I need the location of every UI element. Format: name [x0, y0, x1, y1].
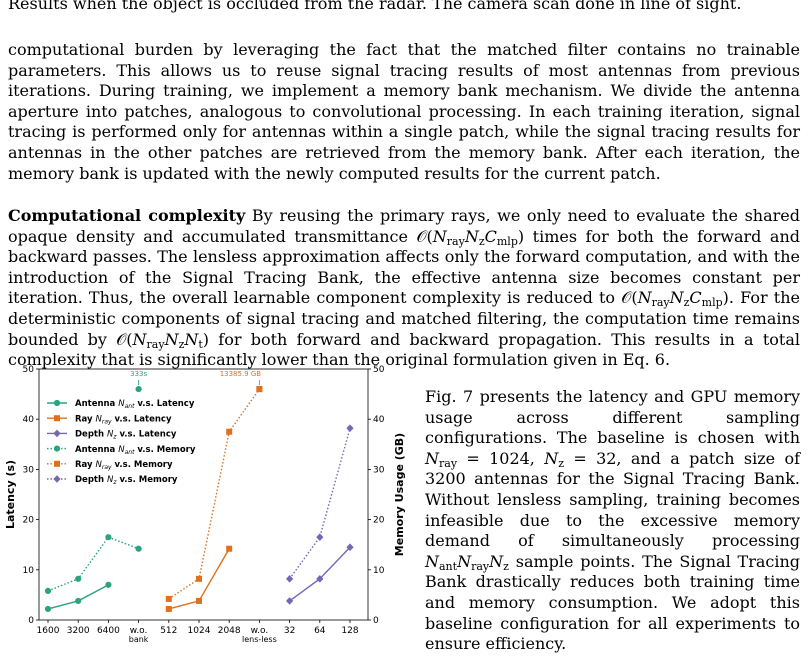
- formula-1: 𝒪(NrayNzCmlp): [416, 226, 525, 248]
- y2-tick-label: 30: [373, 465, 385, 475]
- x-tick-sublabel: bank: [129, 635, 149, 644]
- x-tick-label: 6400: [97, 626, 120, 636]
- annotation-marker: [135, 385, 142, 393]
- y2-tick-label: 20: [373, 516, 385, 526]
- x-tick-label: 64: [314, 626, 326, 636]
- legend-label: Depth Nz v.s. Memory: [75, 475, 178, 486]
- data-point: [346, 543, 354, 552]
- y-tick-label: 40: [23, 415, 35, 425]
- legend-label: Depth Nz v.s. Latency: [75, 430, 177, 441]
- complexity-text-1: By reusing the primary rays, we only nee…: [8, 206, 801, 246]
- y-axis-label-right: Memory Usage (GB): [393, 433, 406, 556]
- series-line: [289, 546, 351, 602]
- legend-marker: [54, 415, 60, 422]
- annotation-marker: [256, 386, 263, 393]
- data-point: [165, 595, 172, 602]
- x-tick-label: 2048: [218, 626, 241, 636]
- data-point: [105, 534, 112, 541]
- legend-label: Ray Nray v.s. Memory: [75, 460, 173, 471]
- series-memory-square: [165, 386, 263, 602]
- series-line: [47, 584, 109, 610]
- data-point: [316, 575, 324, 583]
- legend-label: Antenna Nant v.s. Latency: [75, 399, 195, 410]
- series-latency-diamond: [286, 543, 354, 605]
- paragraph-text: computational burden by leveraging the f…: [8, 40, 800, 183]
- data-point: [316, 533, 324, 541]
- y2-tick-label: 0: [373, 616, 379, 626]
- plot-frame: [38, 368, 369, 621]
- complexity-text-4: for both forward and backward propagatio…: [8, 329, 800, 370]
- data-point: [226, 428, 233, 435]
- series-memory-diamond: [286, 424, 354, 583]
- annotation-label: 13385.9 GB: [220, 370, 262, 378]
- series-memory-circle: [44, 534, 142, 594]
- series-line: [289, 428, 351, 580]
- data-point: [286, 575, 294, 583]
- legend-marker: [53, 475, 61, 483]
- formula-2: 𝒪(NrayNzCmlp): [621, 288, 729, 310]
- series-latency-square: [165, 545, 233, 612]
- x-tick-label: 128: [341, 626, 358, 636]
- legend-label: Ray Nray v.s. Latency: [75, 414, 172, 425]
- paragraph-memory-bank: computational burden by leveraging the f…: [8, 40, 800, 184]
- series-line: [168, 388, 260, 600]
- legend-marker: [54, 460, 60, 467]
- y-tick-label: 50: [23, 365, 35, 375]
- x-tick-label: w.o.: [130, 626, 148, 636]
- data-point: [196, 575, 202, 582]
- fig7-text-1: Fig. 7 presents the latency and GPU memo…: [425, 387, 800, 448]
- legend-label: Antenna Nant v.s. Memory: [75, 445, 196, 456]
- data-point: [75, 597, 82, 605]
- data-point: [165, 605, 172, 612]
- x-tick-label: 3200: [67, 626, 90, 636]
- x-tick-sublabel: lens-less: [242, 635, 277, 644]
- fig7-text-2: , and a patch size of 3200 antennas for …: [425, 448, 800, 551]
- data-point: [135, 545, 142, 552]
- x-tick-label: w.o.: [251, 626, 269, 636]
- data-point: [105, 581, 112, 588]
- caption-text: Results when the object is occluded from…: [8, 0, 742, 13]
- y-tick-label: 20: [23, 516, 35, 526]
- data-point: [44, 605, 52, 613]
- y2-tick-label: 40: [373, 415, 385, 425]
- x-tick-label: 1600: [37, 626, 60, 636]
- data-point: [196, 597, 202, 604]
- y-tick-label: 10: [23, 566, 35, 576]
- series-latency-circle: [44, 581, 112, 613]
- paragraph-complexity: Computational complexity By reusing the …: [8, 206, 800, 371]
- x-tick-label: 32: [284, 626, 295, 636]
- formula-nray: Nray = 1024,: [425, 448, 535, 470]
- data-point: [44, 587, 52, 594]
- x-tick-label: 512: [160, 626, 177, 636]
- formula-product: NantNrayNz: [425, 551, 509, 573]
- y2-tick-label: 10: [373, 566, 385, 576]
- data-point: [346, 424, 354, 433]
- paragraph-fig7: Fig. 7 presents the latency and GPU memo…: [425, 387, 800, 655]
- data-point: [286, 597, 294, 605]
- data-point: [75, 575, 82, 582]
- complexity-text-3: . For the deterministic components of si…: [8, 288, 801, 349]
- formula-3: 𝒪(NrayNzNt): [116, 329, 210, 351]
- legend: Antenna Nant v.s. Latency Ray Nray v.s. L…: [47, 399, 196, 486]
- data-point: [226, 545, 233, 552]
- complexity-text-2: times for both the forward and backward …: [8, 226, 801, 308]
- legend-marker: [53, 429, 61, 438]
- x-tick-label: 1024: [188, 626, 211, 636]
- legend-marker: [53, 399, 61, 407]
- figure-caption-tail: Results when the object is occluded from…: [8, 0, 800, 15]
- y-axis-label-left: Latency (s): [4, 460, 17, 529]
- series-line: [47, 536, 139, 592]
- fig7-text-3: sample points. The Signal Tracing Bank d…: [425, 551, 800, 654]
- y2-tick-label: 50: [373, 365, 385, 375]
- y-tick-label: 30: [23, 465, 35, 475]
- annotation-label: 333s: [130, 370, 147, 378]
- legend-marker: [53, 445, 61, 452]
- formula-nz: Nz = 32: [544, 448, 617, 470]
- y-tick-label: 0: [28, 616, 34, 626]
- section-heading: Computational complexity: [8, 206, 246, 225]
